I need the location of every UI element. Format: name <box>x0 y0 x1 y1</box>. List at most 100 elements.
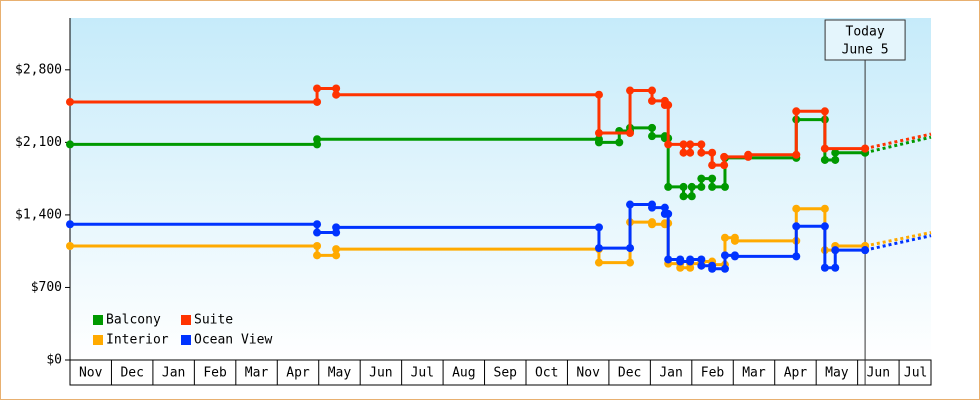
price-marker <box>792 222 801 231</box>
price-marker <box>664 182 673 191</box>
x-tick-label: Jan <box>162 366 185 381</box>
step-marker <box>686 148 695 157</box>
price-marker <box>676 257 685 266</box>
price-marker <box>820 144 829 153</box>
price-marker <box>708 161 717 170</box>
step-marker <box>313 97 322 106</box>
step-marker <box>332 251 341 260</box>
step-marker <box>697 182 706 191</box>
price-marker <box>648 132 657 141</box>
step-marker <box>679 182 688 191</box>
step-marker <box>708 174 717 183</box>
step-marker <box>820 107 829 116</box>
step-marker <box>792 252 801 261</box>
step-marker <box>648 86 657 95</box>
price-marker <box>708 182 717 191</box>
x-axis-band <box>69 359 932 386</box>
legend-label: Interior <box>106 333 169 348</box>
legend-swatch <box>181 335 191 345</box>
x-tick-label: Nov <box>79 366 103 381</box>
price-marker <box>792 204 801 213</box>
price-marker <box>686 140 695 149</box>
forecast-line <box>864 234 932 252</box>
price-marker <box>594 244 603 253</box>
x-tick-label: May <box>328 366 352 381</box>
step-marker <box>697 140 706 149</box>
step-marker <box>660 203 669 212</box>
step-marker <box>720 161 729 170</box>
price-marker <box>831 148 840 157</box>
price-marker <box>594 138 603 147</box>
step-marker <box>648 123 657 132</box>
x-tick-label: May <box>825 366 849 381</box>
x-tick-label: Jul <box>411 366 434 381</box>
x-tick-label: Jan <box>659 366 682 381</box>
price-marker <box>594 129 603 138</box>
price-marker <box>626 200 635 209</box>
step-marker <box>720 182 729 191</box>
forecast-line <box>864 135 932 155</box>
step-marker <box>820 204 829 213</box>
step-marker <box>687 192 696 201</box>
price-marker <box>679 148 688 157</box>
price-marker <box>66 242 74 250</box>
today-box <box>824 19 906 61</box>
today-label: June 5 <box>842 43 889 58</box>
step-marker <box>332 84 341 93</box>
step-marker <box>594 223 603 232</box>
price-marker <box>708 264 717 273</box>
price-marker <box>648 220 657 229</box>
x-tick-label: Oct <box>535 366 558 381</box>
plot-background <box>70 18 931 360</box>
price-marker <box>861 144 870 153</box>
price-marker <box>720 233 729 242</box>
price-marker <box>697 261 706 270</box>
y-tick-label: $700 <box>31 280 62 295</box>
price-marker <box>626 86 635 95</box>
price-marker <box>332 90 341 99</box>
x-tick-label: Mar <box>742 366 766 381</box>
price-marker <box>730 236 739 245</box>
price-marker <box>648 203 657 212</box>
today-label: Today <box>846 25 885 40</box>
x-tick-label: Apr <box>286 366 310 381</box>
legend-swatch <box>181 315 191 325</box>
y-tick-label: $2,800 <box>15 62 62 77</box>
forecast-line <box>864 132 932 151</box>
x-tick-label: Jun <box>867 366 890 381</box>
x-tick-label: Dec <box>120 366 143 381</box>
legend-label: Ocean View <box>194 333 272 348</box>
price-marker <box>697 148 706 157</box>
x-tick-label: Aug <box>452 366 475 381</box>
step-marker <box>626 244 635 253</box>
price-marker <box>313 84 322 93</box>
step-marker <box>313 242 322 250</box>
step-marker <box>820 222 829 231</box>
price-marker <box>313 135 322 144</box>
price-marker <box>679 192 688 201</box>
price-marker <box>720 152 729 161</box>
step-marker <box>626 258 635 267</box>
price-marker <box>648 96 657 105</box>
price-marker <box>664 255 673 264</box>
price-marker <box>66 97 74 106</box>
x-tick-label: Feb <box>203 366 227 381</box>
step-marker <box>831 263 840 272</box>
step-marker <box>615 138 624 147</box>
x-tick-label: Jul <box>904 366 927 381</box>
price-marker <box>313 228 322 237</box>
price-marker <box>861 246 870 255</box>
price-marker <box>332 223 341 232</box>
step-marker <box>708 148 717 157</box>
step-marker <box>594 90 603 99</box>
price-marker <box>594 258 603 267</box>
y-tick-label: $2,100 <box>15 135 62 150</box>
x-tick-label: Feb <box>701 366 725 381</box>
legend-label: Balcony <box>106 313 161 328</box>
price-marker <box>676 263 685 272</box>
price-marker <box>730 252 739 261</box>
price-marker <box>686 255 695 264</box>
x-tick-label: Jun <box>369 366 392 381</box>
price-marker <box>66 220 74 229</box>
